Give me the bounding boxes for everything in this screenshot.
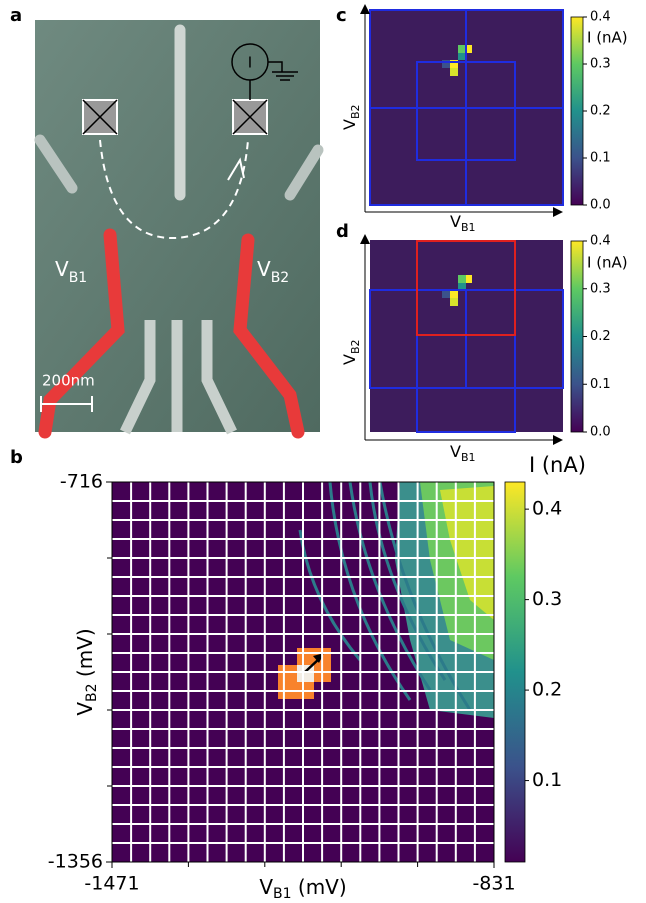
colorbar-tick-label: 0.3	[590, 57, 611, 72]
y-axis-label: VB2	[340, 105, 363, 131]
shape	[232, 99, 268, 135]
shape	[297, 648, 314, 665]
gate-sub: B2	[271, 270, 290, 286]
x-tick-label: -831	[472, 873, 515, 895]
shape	[268, 61, 298, 81]
gate-label: VB2	[257, 257, 289, 287]
axis-main: V	[340, 119, 359, 130]
x-axis-label: VB1	[450, 442, 476, 465]
colorbar-tick-label: 0.4	[590, 234, 611, 249]
gate-sub: B1	[69, 270, 88, 286]
shape	[120, 320, 156, 435]
shape	[38, 228, 125, 439]
axis-main: V	[450, 212, 461, 231]
gate-main: V	[55, 257, 69, 281]
y-axis-label: VB2	[340, 340, 363, 366]
colorbar-tick-label: 0.1	[532, 769, 562, 791]
y-tick-label: -716	[60, 471, 103, 493]
shape	[450, 60, 458, 68]
axis-sub: B2	[349, 340, 362, 355]
axis-main: V	[340, 354, 359, 365]
shape	[416, 240, 516, 336]
colorbar-tick-label: 0.4	[590, 10, 611, 25]
colorbar-tick-label: 0.1	[590, 151, 611, 166]
axis-main: V	[450, 442, 461, 461]
shape	[278, 665, 297, 682]
colorbar-tick-label: 0.3	[590, 281, 611, 296]
shape	[233, 233, 305, 439]
panel-label: c	[336, 5, 347, 26]
colorbar	[570, 16, 584, 206]
shape	[458, 275, 466, 283]
shape	[442, 290, 450, 298]
shape	[450, 298, 458, 306]
y-axis-label: VB2 (mV)	[73, 628, 101, 715]
colorbar-tick-label: 0.0	[590, 425, 611, 440]
shape	[458, 53, 466, 60]
shape	[99, 139, 249, 240]
shape	[416, 61, 516, 161]
shape	[201, 320, 237, 435]
colorbar-title: I (nA)	[587, 29, 628, 47]
shape	[450, 68, 458, 76]
colorbar-tick-label: 0.3	[532, 588, 562, 610]
x-axis-label: VB1 (mV)	[259, 875, 346, 903]
panel-label: a	[10, 5, 22, 26]
shape	[284, 144, 324, 201]
colorbar-title: I (nA)	[587, 254, 628, 272]
axis-unit: (mV)	[73, 628, 97, 683]
grid	[112, 482, 494, 862]
map-c	[360, 4, 564, 217]
map-d	[360, 234, 564, 445]
shape	[370, 10, 563, 205]
sem-image	[34, 20, 324, 439]
x-axis-label: VB1	[450, 212, 476, 235]
axis-unit: (mV)	[292, 875, 347, 899]
axis-main: V	[73, 702, 97, 716]
colorbar-title: I (nA)	[529, 453, 586, 477]
shape	[450, 290, 458, 298]
y-tick-label: -1356	[48, 851, 103, 873]
shape	[466, 275, 472, 283]
shape	[364, 10, 560, 213]
axis-sub: B1	[273, 886, 292, 902]
colorbar-tick-label: 0.2	[532, 679, 562, 701]
colorbar-tick-label: 0.2	[590, 329, 611, 344]
colorbar-tick-label: 0.4	[532, 498, 562, 520]
axis-sub: B2	[84, 683, 100, 702]
panel-label: b	[10, 447, 23, 468]
shape	[466, 45, 472, 53]
colorbar-tick-label: 0.0	[590, 198, 611, 213]
scale-bar-label: 200nm	[42, 372, 95, 390]
axis-sub: B2	[349, 105, 362, 120]
shape	[82, 99, 118, 135]
gate-label: VB1	[55, 257, 87, 287]
axis-main: V	[259, 875, 273, 899]
plot-frame	[111, 481, 495, 863]
axis-sub: B1	[461, 451, 476, 464]
colorbar-tick-label: 0.2	[590, 104, 611, 119]
gate-main: V	[257, 257, 271, 281]
panel-label: d	[336, 221, 349, 242]
shape	[458, 283, 466, 290]
colorbar	[504, 481, 526, 863]
colorbar-tick-label: 0.1	[590, 377, 611, 392]
shape	[34, 134, 78, 194]
shape	[227, 157, 245, 181]
shape	[442, 60, 450, 68]
axis-sub: B1	[461, 221, 476, 234]
shape	[364, 240, 560, 441]
meter-label: I	[248, 54, 252, 72]
shape	[458, 45, 466, 53]
x-tick-label: -1471	[84, 873, 139, 895]
colorbar	[570, 240, 584, 433]
